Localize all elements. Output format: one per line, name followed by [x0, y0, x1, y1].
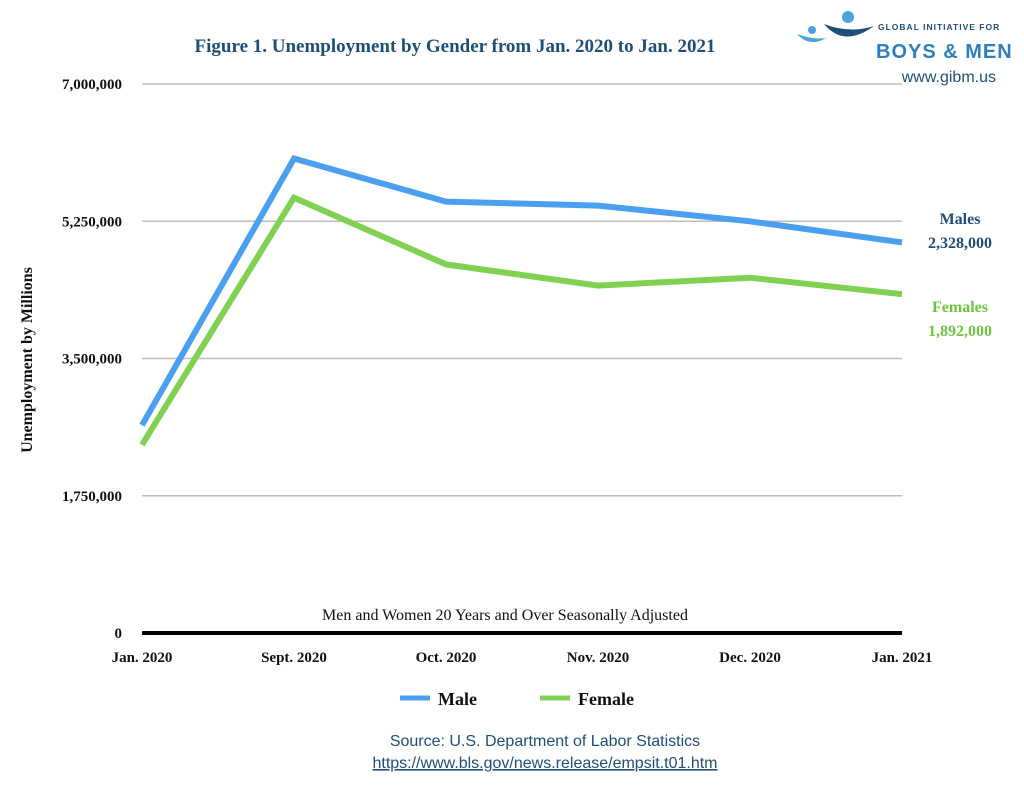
x-tick-label: Dec. 2020: [719, 650, 781, 666]
annotation-label: Males: [940, 211, 981, 228]
gridlines: [142, 83, 902, 635]
y-tick-label: 5,250,000: [62, 214, 122, 230]
series-lines: [139, 154, 903, 447]
legend-label: Female: [578, 689, 634, 709]
y-tick-label: 3,500,000: [62, 352, 122, 368]
x-tick-label: Jan. 2021: [872, 650, 933, 666]
logo-figures-icon: [797, 11, 874, 43]
x-tick-label: Nov. 2020: [567, 650, 630, 666]
annotation-value: 2,328,000: [928, 235, 992, 252]
logo-url: www.gibm.us: [901, 69, 996, 86]
chart-title: Figure 1. Unemployment by Gender from Ja…: [195, 36, 716, 57]
gibm-logo: GLOBAL INITIATIVE FOR BOYS & MEN www.gib…: [797, 11, 1013, 86]
x-tick-label: Sept. 2020: [261, 650, 327, 666]
y-axis-ticks: 0 1,750,000 3,500,000 5,250,000 7,000,000: [62, 77, 122, 642]
logo-line2: BOYS & MEN: [876, 41, 1013, 63]
series-annotations: Males 2,328,000 Females 1,892,000: [928, 211, 992, 340]
series-line-male: [139, 154, 903, 427]
series-line-female: [139, 193, 903, 447]
x-tick-label: Jan. 2020: [112, 650, 173, 666]
chart-subtitle: Men and Women 20 Years and Over Seasonal…: [322, 607, 688, 624]
legend: Male Female: [400, 689, 634, 709]
y-tick-label: 7,000,000: [62, 77, 122, 93]
x-axis-ticks: Jan. 2020 Sept. 2020 Oct. 2020 Nov. 2020 Dec…: [112, 650, 933, 666]
y-tick-label: 0: [115, 626, 123, 642]
annotation-value: 1,892,000: [928, 323, 992, 340]
source-url[interactable]: https://www.bls.gov/news.release/empsit.…: [372, 755, 717, 772]
y-tick-label: 1,750,000: [62, 489, 122, 505]
source-text: Source: U.S. Department of Labor Statist…: [390, 733, 700, 750]
y-axis-label: Unemployment by Millions: [19, 267, 36, 453]
annotation-label: Females: [932, 299, 988, 316]
legend-label: Male: [438, 689, 477, 709]
logo-line1: GLOBAL INITIATIVE FOR: [878, 22, 1000, 32]
x-tick-label: Oct. 2020: [416, 650, 477, 666]
